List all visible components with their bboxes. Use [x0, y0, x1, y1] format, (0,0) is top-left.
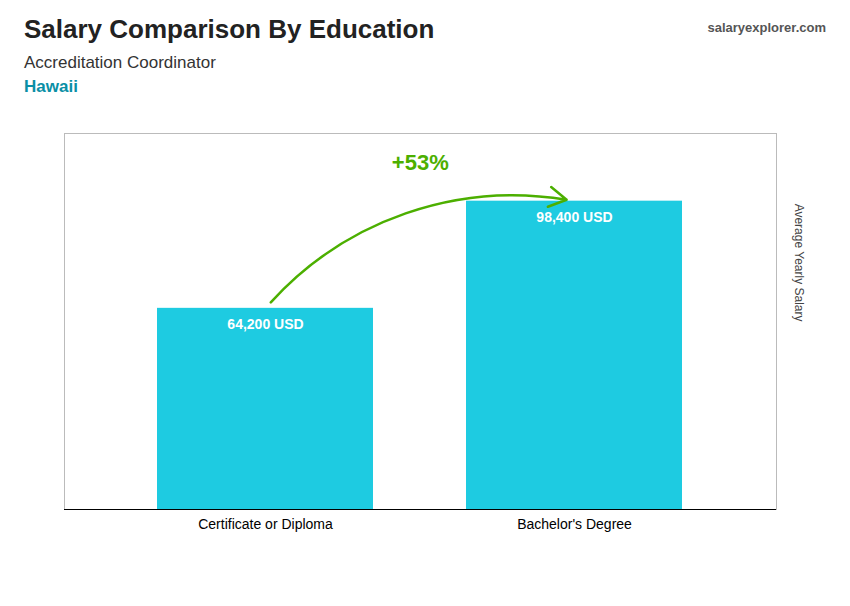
html-text:salaryexplorer.com: salaryexplorer.com: [707, 20, 826, 35]
html-text:Hawaii: Hawaii: [24, 77, 78, 96]
svg-text:+53%: +53%: [392, 150, 449, 175]
svg-text:Certificate or Diploma: Certificate or Diploma: [198, 516, 333, 532]
html-text:Accreditation Coordinator: Accreditation Coordinator: [24, 53, 216, 72]
svg-text:Average Yearly Salary: Average Yearly Salary: [792, 204, 806, 322]
html-text:Salary Comparison By Education: Salary Comparison By Education: [24, 14, 435, 44]
svg-text:98,400 USD: 98,400 USD: [536, 209, 612, 225]
svg-text:64,200 USD: 64,200 USD: [227, 316, 303, 332]
svg-text:Bachelor's Degree: Bachelor's Degree: [517, 516, 632, 532]
